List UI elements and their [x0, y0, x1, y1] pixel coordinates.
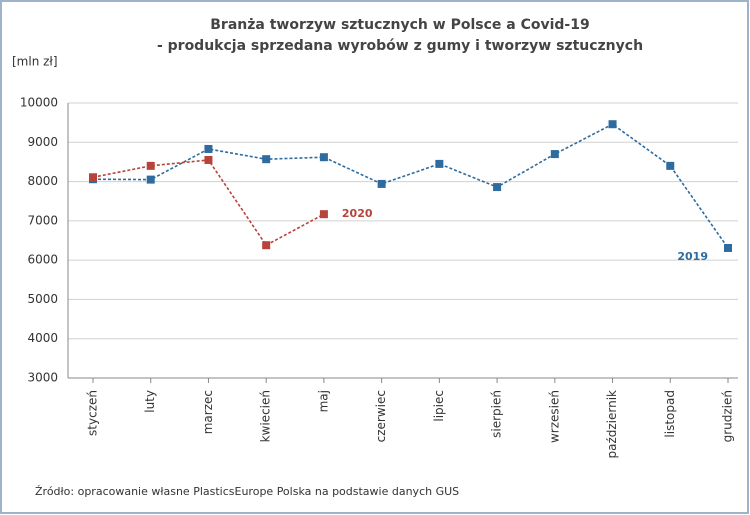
x-tick-label: marzec [201, 390, 215, 434]
y-tick-label: 8000 [27, 174, 58, 188]
y-tick-label: 7000 [27, 213, 58, 227]
chart-title: Branża tworzyw sztucznych w Polsce a Cov… [210, 17, 589, 33]
x-tick-label: lipiec [432, 390, 446, 422]
point-marker [493, 183, 502, 192]
point-marker [377, 179, 386, 188]
y-tick-label: 6000 [27, 253, 58, 267]
point-marker [146, 175, 155, 184]
x-tick-label: kwiecień [259, 390, 273, 442]
point-marker [724, 243, 732, 252]
y-tick-label: 3000 [27, 371, 58, 385]
y-axis-label: [mln zł] [12, 55, 58, 69]
x-tick-label: styczeń [86, 390, 100, 436]
point-marker [262, 241, 271, 250]
point-marker [262, 155, 271, 164]
y-tick-label: 9000 [27, 135, 58, 149]
point-marker [319, 153, 328, 162]
point-marker [608, 120, 617, 129]
series-label: 2020 [342, 207, 373, 220]
point-marker [666, 161, 675, 170]
point-marker [204, 155, 213, 164]
point-marker [435, 159, 444, 168]
series-label: 2019 [677, 250, 708, 263]
series-line [92, 123, 729, 249]
x-tick-label: listopad [663, 390, 677, 438]
y-tick-label: 5000 [27, 292, 58, 306]
point-marker [550, 150, 559, 159]
source: Źródło: opracowanie własne PlasticsEurop… [35, 485, 459, 498]
y-tick-label: 10000 [20, 96, 58, 110]
point-marker [319, 210, 328, 219]
x-tick-label: grudzień [721, 390, 735, 442]
point-marker [204, 144, 213, 153]
x-tick-label: czerwiec [374, 390, 388, 442]
x-tick-label: październik [605, 390, 619, 459]
point-marker [89, 173, 97, 182]
x-tick-label: maj [316, 390, 330, 412]
point-marker [146, 161, 155, 170]
x-tick-label: sierpień [490, 390, 504, 438]
y-tick-label: 4000 [27, 331, 58, 345]
x-tick-label: wrzesień [547, 390, 561, 443]
chart-subtitle: - produkcja sprzedana wyrobów z gumy i t… [157, 38, 643, 54]
x-tick-label: luty [143, 390, 157, 413]
